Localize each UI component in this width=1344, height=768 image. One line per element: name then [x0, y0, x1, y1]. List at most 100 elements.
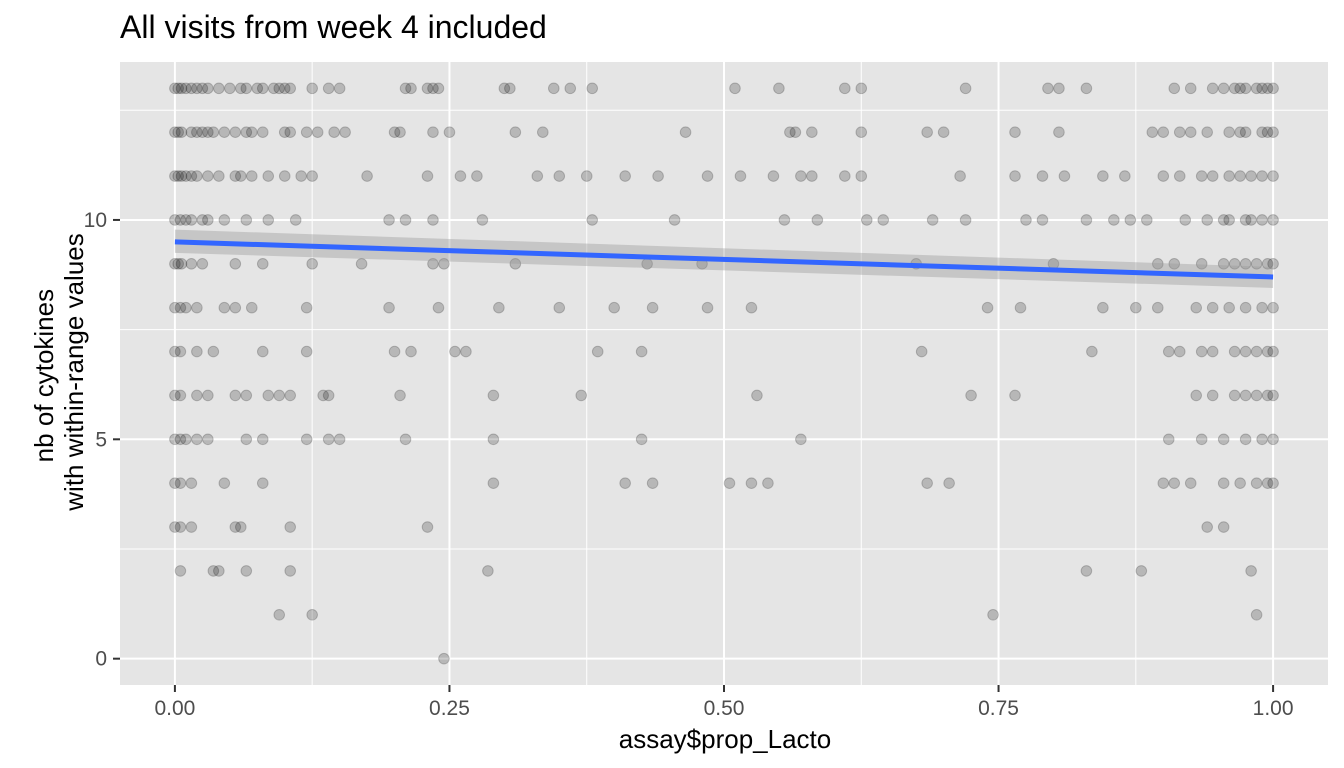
data-point: [1020, 214, 1032, 226]
data-point: [553, 170, 566, 182]
data-point: [745, 301, 758, 314]
data-point: [553, 301, 566, 314]
data-point: [278, 170, 291, 182]
data-point: [1239, 301, 1252, 314]
data-point: [405, 345, 417, 358]
data-point: [262, 170, 275, 182]
data-point: [175, 82, 188, 95]
y-tick-label: 0: [95, 648, 107, 671]
data-point: [476, 214, 489, 226]
data-point: [635, 433, 648, 446]
data-point: [240, 82, 253, 95]
data-point: [1014, 301, 1027, 314]
data-point: [509, 126, 522, 138]
data-point: [471, 170, 483, 182]
data-point: [773, 82, 785, 95]
data-point: [679, 126, 692, 138]
data-point: [191, 389, 203, 402]
data-point: [586, 214, 599, 226]
data-point: [1080, 82, 1093, 95]
data-point: [668, 214, 681, 226]
data-point: [784, 126, 796, 138]
data-point: [877, 214, 890, 226]
data-point: [169, 258, 181, 270]
data-point: [1206, 345, 1219, 358]
data-point: [789, 126, 802, 138]
data-point: [256, 345, 269, 358]
data-point: [1223, 214, 1235, 226]
data-point: [169, 521, 181, 533]
data-point: [427, 214, 439, 226]
data-point: [1250, 258, 1263, 270]
data-point: [328, 126, 340, 138]
data-point: [273, 609, 286, 621]
x-tick-label: 0.75: [978, 697, 1019, 720]
data-point: [1184, 82, 1197, 95]
data-point: [180, 170, 192, 182]
data-point: [262, 214, 275, 226]
data-point: [1058, 170, 1071, 182]
data-point: [564, 82, 577, 95]
data-point: [855, 82, 868, 95]
data-point: [1250, 345, 1263, 358]
data-point: [267, 82, 280, 95]
data-point: [1080, 214, 1093, 226]
data-point: [306, 82, 318, 95]
data-point: [1261, 82, 1274, 95]
data-points: [169, 82, 1279, 665]
data-point: [273, 389, 286, 402]
x-tick-label: 1.00: [1253, 697, 1294, 720]
data-point: [278, 82, 291, 95]
data-point: [1190, 301, 1203, 314]
data-point: [169, 301, 181, 314]
data-point: [1228, 258, 1241, 270]
data-point: [454, 170, 467, 182]
data-point: [185, 214, 198, 226]
data-point: [185, 521, 198, 533]
data-point: [224, 82, 236, 95]
data-point: [169, 170, 181, 182]
data-point: [245, 301, 258, 314]
data-point: [202, 170, 214, 182]
data-point: [284, 82, 297, 95]
data-point: [811, 214, 824, 226]
data-point: [1217, 433, 1230, 446]
x-axis: 0.00 0.25 0.50 0.75 1.00: [154, 685, 1294, 720]
data-point: [169, 214, 181, 226]
data-point: [383, 301, 395, 314]
data-point: [729, 82, 741, 95]
data-point: [333, 82, 346, 95]
data-point: [322, 433, 335, 446]
data-point: [443, 126, 456, 138]
data-point: [1151, 258, 1164, 270]
data-point: [762, 477, 774, 489]
data-point: [586, 82, 599, 95]
data-point: [421, 521, 434, 533]
data-point: [240, 126, 253, 138]
data-point: [240, 214, 253, 226]
data-point: [172, 170, 185, 182]
data-point: [202, 126, 214, 138]
data-point: [915, 345, 928, 358]
data-point: [1201, 214, 1213, 226]
y-axis-label: nb of cytokines with within-range values: [29, 233, 89, 511]
data-point: [1250, 477, 1263, 489]
data-point: [1267, 389, 1279, 402]
data-point: [723, 477, 736, 489]
data-point: [751, 389, 763, 402]
data-point: [591, 345, 604, 358]
data-point: [191, 433, 203, 446]
data-point: [196, 126, 209, 138]
data-point: [394, 389, 406, 402]
data-point: [172, 258, 185, 270]
data-point: [235, 82, 247, 95]
data-point: [1267, 345, 1279, 358]
data-point: [175, 170, 188, 182]
data-point: [1256, 214, 1268, 226]
data-point: [1256, 170, 1268, 182]
data-point: [235, 521, 247, 533]
data-point: [1256, 301, 1268, 314]
data-point: [405, 82, 417, 95]
data-point: [1239, 82, 1252, 95]
data-point: [1267, 82, 1279, 95]
